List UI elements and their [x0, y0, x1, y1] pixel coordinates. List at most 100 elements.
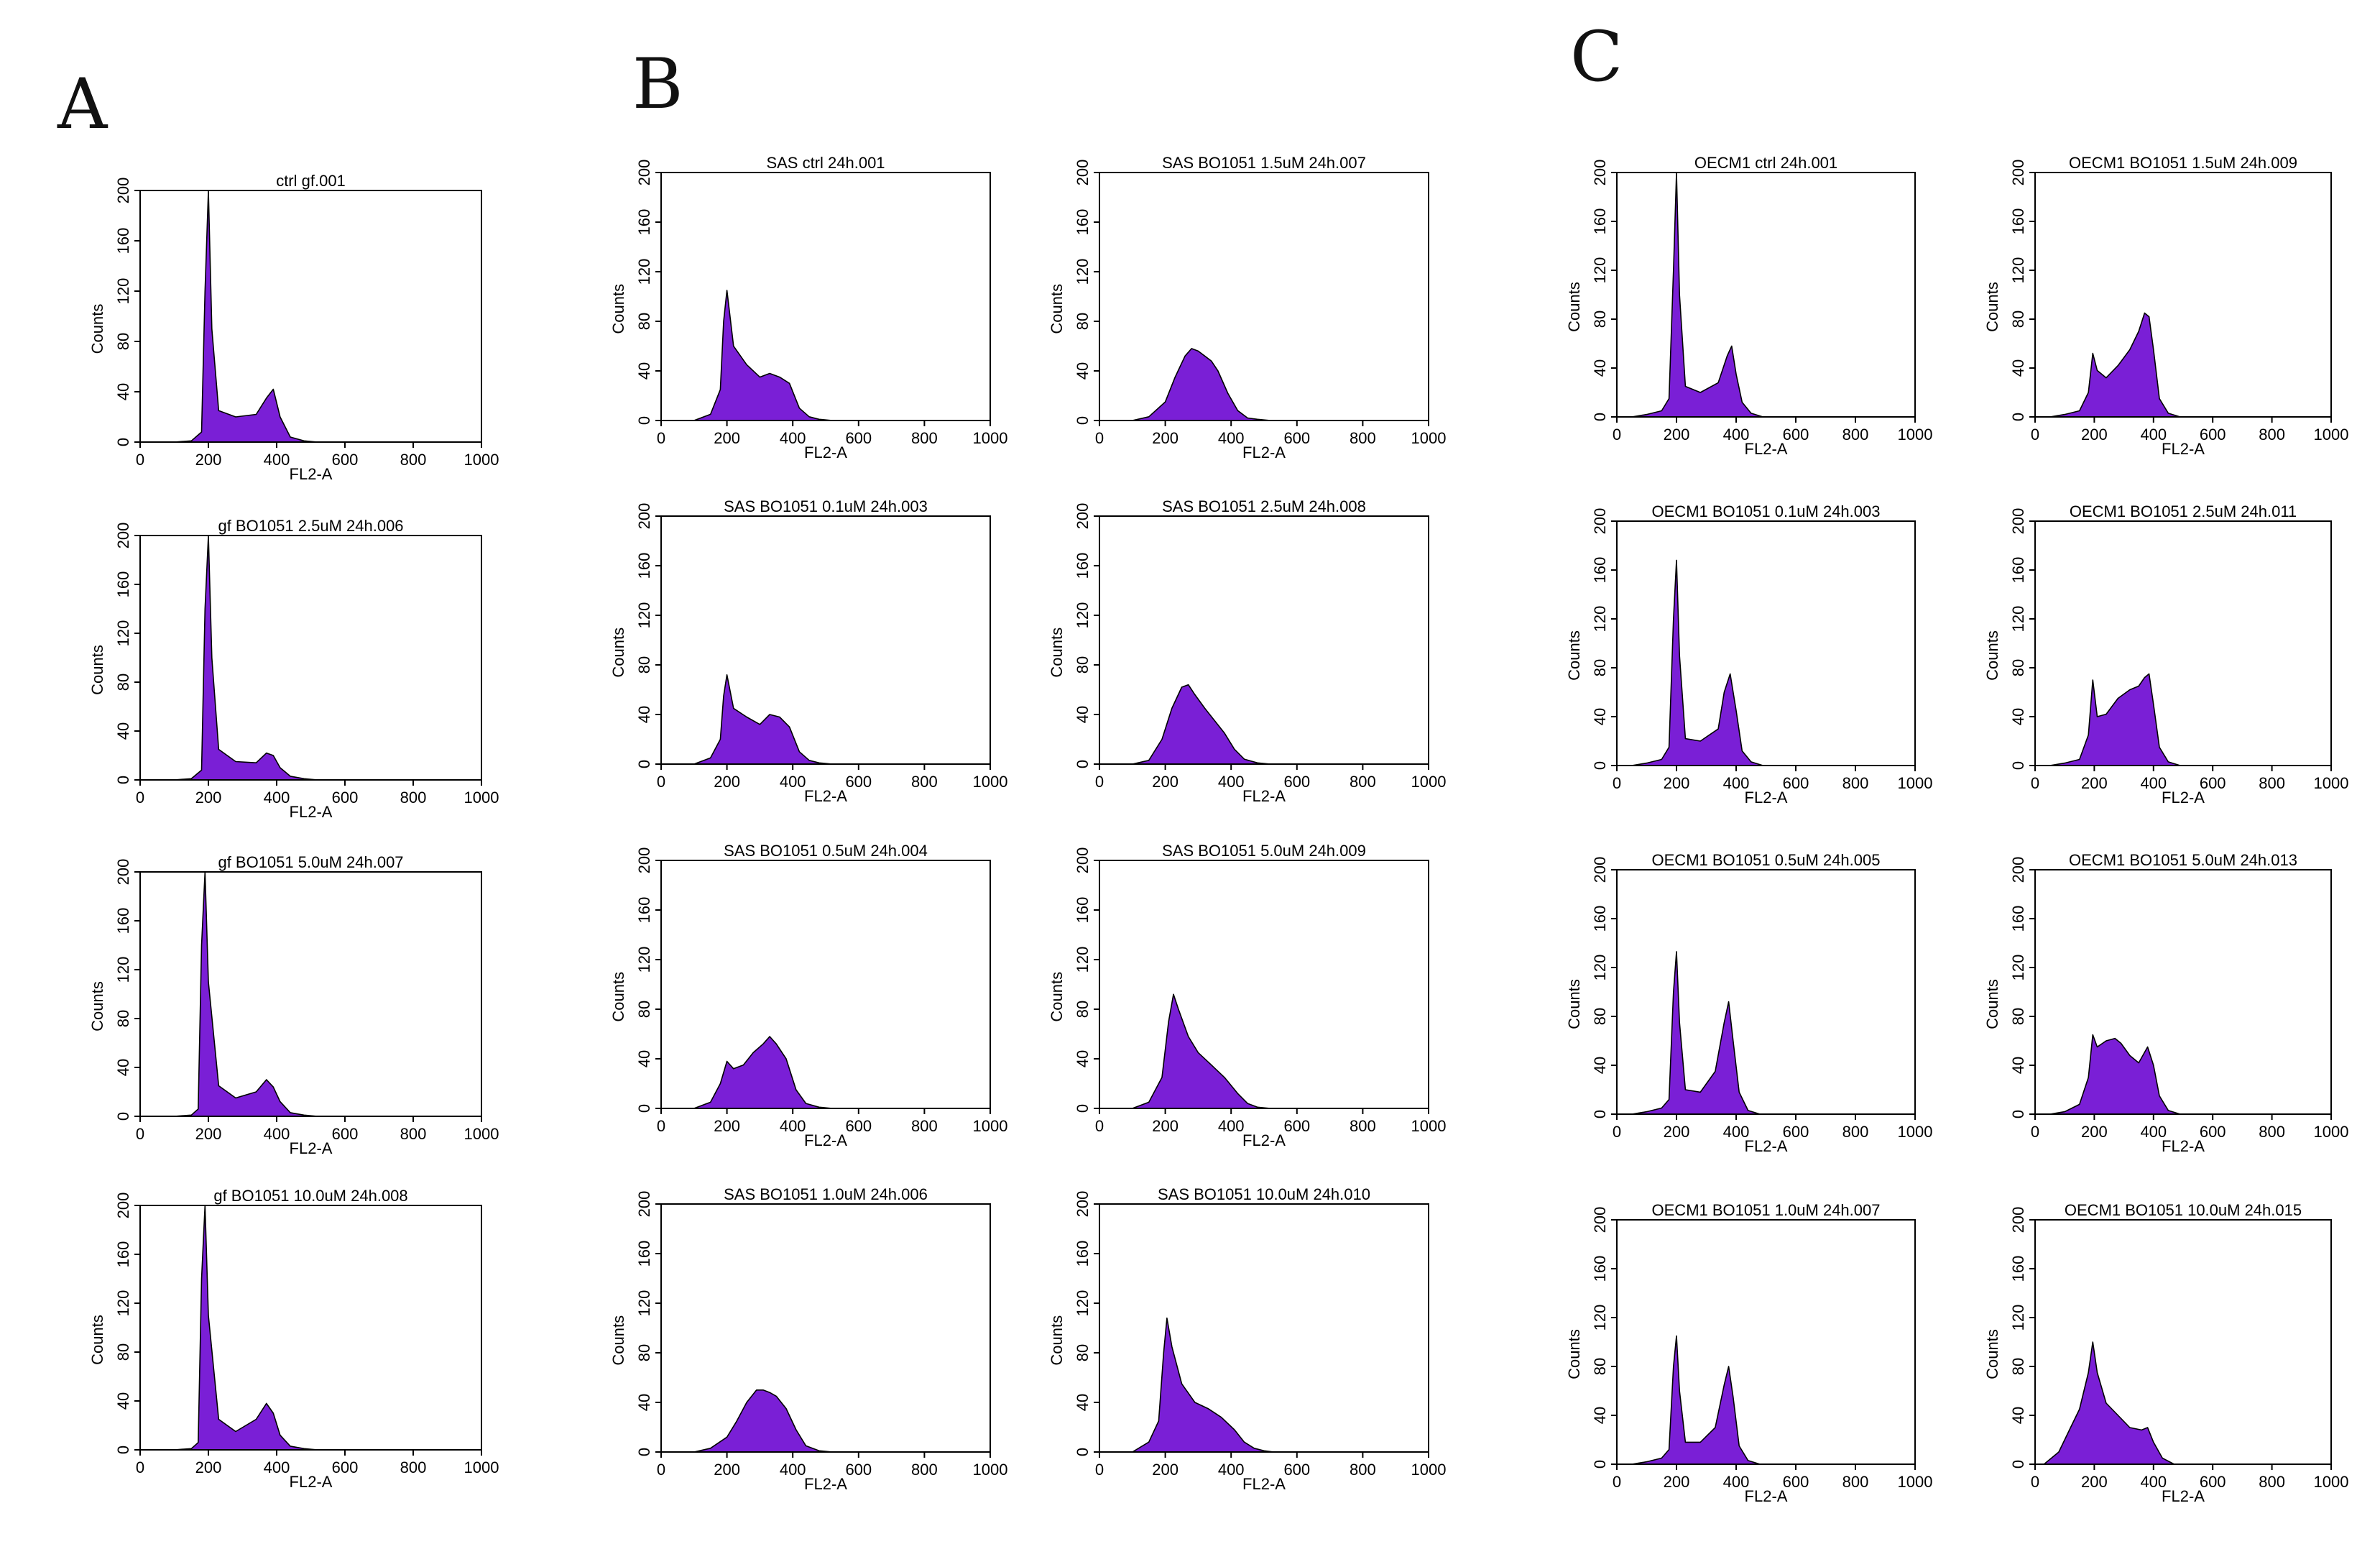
y-tick-label: 160 [1074, 1241, 1092, 1267]
y-tick-label: 160 [2009, 557, 2027, 584]
plot-frame [2034, 869, 2332, 1115]
y-axis-title: Counts [88, 645, 106, 695]
y-axis-title: Counts [88, 304, 106, 354]
x-tick-label: 600 [1783, 1123, 1809, 1141]
x-axis-title: FL2-A [804, 444, 847, 461]
y-axis-title: Counts [1565, 630, 1583, 681]
x-tick-label: 600 [332, 1125, 359, 1143]
plot-title: OECM1 BO1051 2.5uM 24h.011 [2070, 502, 2297, 520]
x-tick-label: 600 [1283, 1461, 1310, 1479]
plot-title: SAS BO1051 10.0uM 24h.010 [1158, 1185, 1370, 1203]
x-tick-label: 200 [2081, 774, 2108, 792]
y-tick-label: 0 [1591, 761, 1609, 770]
y-tick-label: 0 [2009, 1460, 2027, 1469]
y-axis-title: Counts [609, 628, 627, 678]
plot-frame [660, 860, 991, 1109]
plot-frame [2034, 520, 2332, 766]
x-axis-title: FL2-A [804, 1131, 847, 1149]
y-tick-label: 120 [635, 1290, 653, 1317]
x-tick-label: 800 [1350, 1117, 1376, 1135]
y-tick-label: 160 [114, 571, 132, 598]
x-tick-label: 800 [2259, 1123, 2285, 1141]
y-tick-label: 80 [1591, 1358, 1609, 1375]
y-tick-label: 200 [2009, 508, 2027, 535]
plot-frame [139, 190, 482, 443]
x-tick-label: 0 [657, 1461, 665, 1479]
plot-frame [660, 1203, 991, 1453]
x-tick-label: 600 [1283, 1117, 1310, 1135]
y-tick-label: 160 [1591, 906, 1609, 932]
plot-title: OECM1 BO1051 0.1uM 24h.003 [1652, 502, 1881, 520]
y-tick-label: 120 [1591, 1305, 1609, 1331]
plot-title: SAS ctrl 24h.001 [766, 154, 885, 172]
y-tick-label: 40 [2009, 1057, 2027, 1074]
x-tick-label: 800 [1350, 1461, 1376, 1479]
y-tick-label: 40 [114, 383, 132, 400]
y-tick-label: 80 [1074, 656, 1092, 674]
y-tick-label: 160 [1591, 557, 1609, 584]
y-tick-label: 80 [2009, 311, 2027, 328]
y-tick-label: 160 [114, 228, 132, 254]
y-tick-label: 160 [635, 553, 653, 579]
x-axis-title: FL2-A [1242, 787, 1286, 805]
y-tick-label: 200 [1074, 847, 1092, 874]
x-tick-label: 200 [2081, 1473, 2108, 1491]
x-tick-label: 1000 [973, 773, 1008, 791]
y-axis-title: Counts [1983, 1329, 2001, 1379]
x-tick-label: 600 [845, 429, 872, 447]
panel-letter-b: B [632, 44, 683, 124]
y-tick-label: 120 [114, 620, 132, 647]
y-tick-label: 200 [1074, 1191, 1092, 1218]
histogram-area [1132, 993, 1271, 1109]
y-tick-label: 200 [1074, 160, 1092, 186]
x-tick-label: 600 [332, 789, 359, 807]
x-tick-label: 200 [1152, 429, 1179, 447]
x-axis-title: FL2-A [290, 465, 333, 483]
y-tick-label: 0 [1074, 416, 1092, 425]
plot-frame [1616, 172, 1916, 418]
x-tick-label: 0 [2031, 1123, 2039, 1141]
x-tick-label: 0 [1095, 773, 1104, 791]
y-tick-label: 80 [114, 1343, 132, 1361]
y-tick-label: 120 [1074, 947, 1092, 973]
x-tick-label: 200 [1664, 774, 1690, 792]
x-tick-label: 600 [1283, 429, 1310, 447]
x-tick-label: 1000 [973, 1117, 1008, 1135]
plot-frame [1616, 1219, 1916, 1465]
y-tick-label: 0 [114, 438, 132, 446]
x-tick-label: 200 [195, 1458, 222, 1476]
plot-frame [1616, 520, 1916, 766]
histogram-area [693, 290, 833, 421]
x-tick-label: 1000 [2314, 426, 2349, 444]
histogram-area [1631, 951, 1761, 1115]
x-tick-label: 800 [911, 1461, 938, 1479]
y-tick-label: 200 [1591, 160, 1609, 186]
x-tick-label: 0 [136, 1458, 144, 1476]
y-axis-title: Counts [1048, 628, 1066, 678]
y-tick-label: 40 [1591, 1407, 1609, 1424]
y-tick-label: 0 [1591, 1110, 1609, 1118]
y-tick-label: 120 [1591, 606, 1609, 633]
x-axis-title: FL2-A [290, 803, 333, 821]
y-tick-label: 80 [1591, 311, 1609, 328]
panel-letter-c: C [1570, 17, 1623, 97]
x-axis-title: FL2-A [804, 1475, 847, 1493]
x-tick-label: 800 [2259, 1473, 2285, 1491]
x-tick-label: 1000 [1898, 1123, 1933, 1141]
plot-frame [2034, 172, 2332, 418]
y-tick-label: 0 [114, 776, 132, 784]
x-tick-label: 1000 [1411, 1117, 1447, 1135]
y-tick-label: 40 [2009, 359, 2027, 377]
x-tick-label: 1000 [1411, 429, 1447, 447]
x-tick-label: 800 [400, 451, 427, 469]
y-tick-label: 120 [1074, 1290, 1092, 1317]
x-tick-label: 600 [1783, 774, 1809, 792]
x-tick-label: 400 [1218, 1461, 1245, 1479]
y-tick-label: 40 [1074, 1394, 1092, 1411]
y-tick-label: 160 [1591, 1256, 1609, 1282]
